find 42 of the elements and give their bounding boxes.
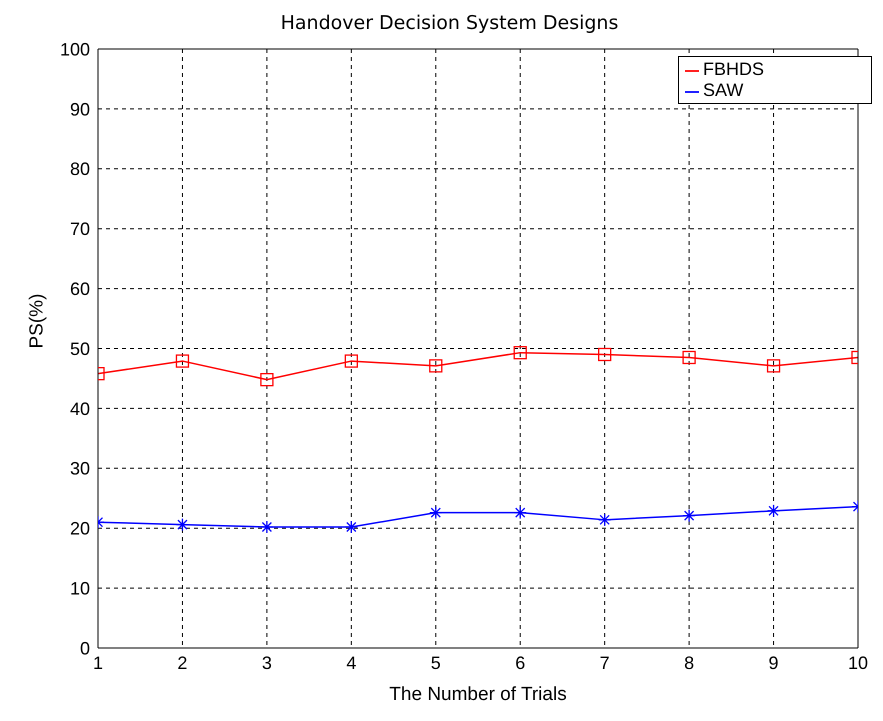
point <box>176 354 190 368</box>
point <box>514 346 527 360</box>
point <box>260 520 274 534</box>
point <box>682 508 696 522</box>
x-tick-label: 2 <box>177 652 188 673</box>
y-tick-label: 60 <box>70 278 90 299</box>
y-tick-label: 70 <box>70 219 90 240</box>
x-tick-label: 3 <box>262 652 272 673</box>
y-tick-label: 90 <box>70 99 90 120</box>
point <box>344 354 358 368</box>
chart-title: Handover Decision System Designs <box>280 11 620 36</box>
y-tick-label: 40 <box>70 398 90 419</box>
x-tick-label: 4 <box>346 652 356 673</box>
x-tick-label: 1 <box>92 652 104 673</box>
y-tick-label: 100 <box>60 39 90 60</box>
legend-label: SAW <box>703 80 744 100</box>
y-axis-title: PS(%) <box>26 294 48 348</box>
point <box>598 348 612 362</box>
point <box>260 373 274 386</box>
x-tick-label: 8 <box>684 652 694 673</box>
point <box>344 520 358 534</box>
point <box>429 359 442 373</box>
x-tick-label: 6 <box>515 652 526 673</box>
y-tick-label: 80 <box>70 159 90 180</box>
y-tick-label: 0 <box>80 638 90 658</box>
point <box>514 506 527 520</box>
x-axis-title: The Number of Trials <box>389 684 567 705</box>
x-tick-label: 7 <box>600 652 610 673</box>
point <box>766 359 780 373</box>
point <box>766 504 780 518</box>
point <box>429 506 442 520</box>
x-tick-label: 10 <box>848 652 868 673</box>
point <box>682 350 696 364</box>
y-tick-label: 20 <box>70 518 90 539</box>
y-tick-label: 50 <box>70 338 90 359</box>
legend-label: FBHDS <box>703 59 764 79</box>
x-tick-label: 9 <box>768 652 779 673</box>
y-tick-label: 10 <box>70 578 90 598</box>
y-tick-label: 30 <box>70 458 90 479</box>
point <box>176 518 190 532</box>
point <box>598 513 612 526</box>
x-tick-label: 5 <box>430 652 441 673</box>
